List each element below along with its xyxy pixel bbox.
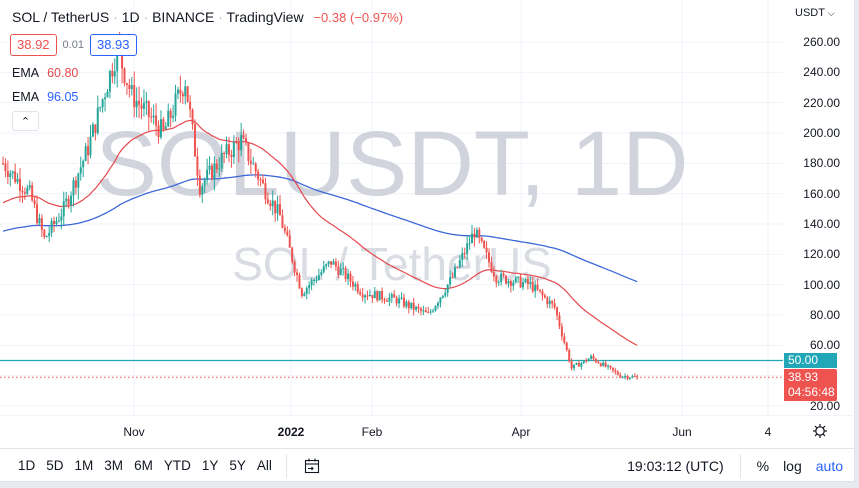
last-price-label: 38.93 04:56:48 <box>784 369 837 401</box>
hline-price-label: 50.00 <box>784 353 837 368</box>
last-price: 38.93 <box>788 370 819 384</box>
price-tick: 180.00 <box>803 156 840 171</box>
exchange: BINANCE <box>152 9 215 25</box>
range-button-3m[interactable]: 3M <box>104 458 124 473</box>
price-tick: 240.00 <box>803 65 840 80</box>
candles <box>2 32 639 381</box>
time-label: Apr <box>511 425 531 439</box>
price-axis[interactable]: USDT ⌵ 260.00 240.00 220.00 200.00 180.00 160… <box>783 0 855 415</box>
interval: 1D <box>121 9 140 25</box>
ema-label: EMA <box>12 90 40 104</box>
bottom-toolbar: 1D 5D 1M 3M 6M YTD 1Y 5Y All 19:03:12 (UTC) % lo… <box>0 448 855 482</box>
price-tick: 140.00 <box>803 217 840 231</box>
currency-selector[interactable]: USDT ⌵ <box>795 7 835 19</box>
symbol-legend: SOL / TetherUS · 1D · BINANCE · TradingV… <box>12 9 404 25</box>
source: TradingView <box>226 9 304 25</box>
ema-slow-line <box>2 174 638 283</box>
price-chart[interactable]: SOLUSDT, 1D SOL / TetherUS <box>0 0 783 415</box>
range-button-5y[interactable]: 5Y <box>229 458 246 473</box>
utc-clock[interactable]: 19:03:12 (UTC) <box>627 457 724 474</box>
settings-gear-icon[interactable] <box>812 423 828 439</box>
time-label: 4 <box>764 425 772 439</box>
price-tick: 200.00 <box>803 126 840 140</box>
chart-pane[interactable]: SOLUSDT, 1D SOL / TetherUS SOL / TetherUS… <box>0 0 783 415</box>
watermark-symbol: SOLUSDT, 1D <box>95 113 688 215</box>
sell-button[interactable]: 38.92 <box>10 34 57 56</box>
range-button-1m[interactable]: 1M <box>74 458 94 473</box>
range-button-6m[interactable]: 6M <box>134 458 153 473</box>
price-tick: 220.00 <box>803 95 840 110</box>
time-label: Jun <box>672 425 692 439</box>
price-change: −0.38 (−0.97%) <box>313 10 404 25</box>
time-label: Nov <box>123 425 145 439</box>
ema-fast-line <box>2 119 638 346</box>
bar-countdown: 04:56:48 <box>788 385 835 399</box>
symbol-name[interactable]: SOL / TetherUS <box>12 9 110 25</box>
price-tick: 160.00 <box>803 186 840 201</box>
price-tick: 260.00 <box>803 35 840 49</box>
range-button-5d[interactable]: 5D <box>46 458 64 473</box>
ema-value: 60.80 <box>47 66 79 80</box>
percent-scale-toggle[interactable]: % <box>756 457 770 474</box>
spread-value: 0.01 <box>62 39 84 51</box>
price-tick: 80.00 <box>809 308 840 322</box>
auto-scale-toggle[interactable]: auto <box>815 457 843 474</box>
price-tick: 20.00 <box>809 399 840 413</box>
ema-legend-fast[interactable]: EMA 60.80 <box>12 66 78 80</box>
go-to-date-calendar-icon[interactable] <box>303 457 321 475</box>
range-buttons: 1D 5D 1M 3M 6M YTD 1Y 5Y All <box>8 458 272 473</box>
price-tick: 60.00 <box>809 338 840 353</box>
collapse-legend-button[interactable]: ⌃ <box>12 111 39 131</box>
price-tick: 120.00 <box>803 247 840 262</box>
ema-label: EMA <box>12 66 40 80</box>
buy-button[interactable]: 38.93 <box>89 34 137 56</box>
chevron-down-icon: ⌵ <box>827 8 835 18</box>
range-button-1y[interactable]: 1Y <box>201 458 219 473</box>
range-button-all[interactable]: All <box>256 458 272 473</box>
time-label: Feb <box>361 425 383 439</box>
ema-value: 96.05 <box>47 90 79 104</box>
chevron-up-icon: ⌃ <box>20 116 31 128</box>
time-label: 2022 <box>277 425 305 439</box>
price-tick: 100.00 <box>803 277 840 292</box>
time-axis[interactable]: Nov 2022 Feb Apr Jun 4 <box>0 415 855 447</box>
watermark-description: SOL / TetherUS <box>232 238 552 290</box>
range-button-1d[interactable]: 1D <box>18 458 36 473</box>
ema-legend-slow[interactable]: EMA 96.05 <box>12 90 78 104</box>
range-button-ytd[interactable]: YTD <box>163 458 191 473</box>
trade-buttons: 38.92 0.01 38.93 <box>10 34 137 56</box>
log-scale-toggle[interactable]: log <box>783 457 802 474</box>
